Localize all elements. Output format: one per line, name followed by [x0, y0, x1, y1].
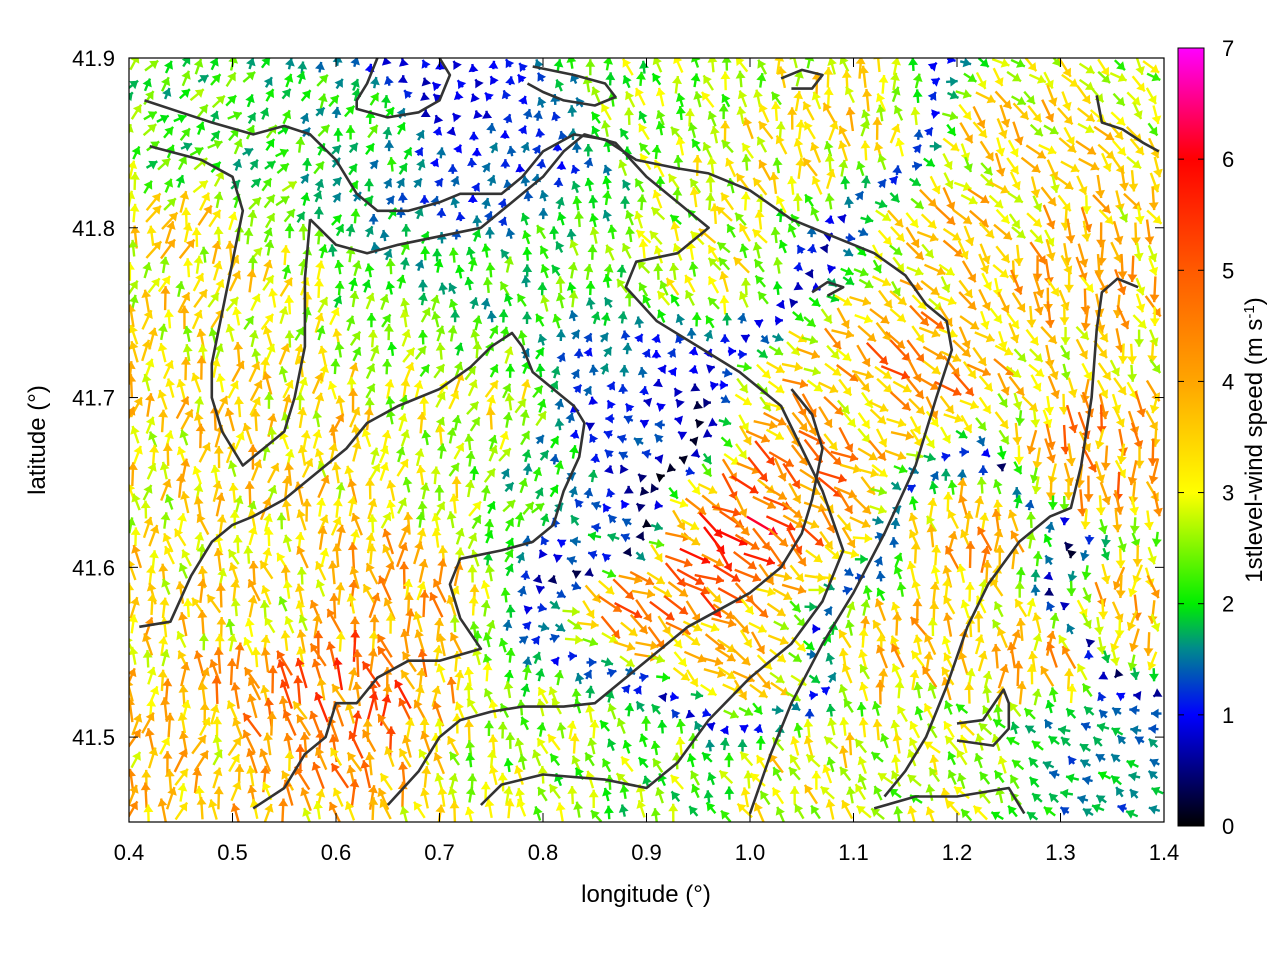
colorbar-tick-label: 7 [1222, 36, 1234, 61]
x-tick-label: 0.6 [321, 840, 352, 865]
y-tick-label: 41.9 [72, 46, 115, 71]
colorbar-tick-label: 4 [1222, 369, 1234, 394]
y-axis-title: latitude (°) [24, 385, 51, 495]
y-tick-label: 41.5 [72, 725, 115, 750]
x-tick-label: 1.3 [1045, 840, 1076, 865]
x-axis-title: longitude (°) [581, 881, 711, 908]
y-tick-label: 41.8 [72, 216, 115, 241]
colorbar-title: 1stlevel-wind speed (m s-1) [1241, 297, 1269, 582]
colorbar-tick-label: 2 [1222, 592, 1234, 617]
x-tick-label: 1.1 [838, 840, 869, 865]
colorbar-title-end: ) [1241, 297, 1268, 305]
y-tick-label: 41.7 [72, 386, 115, 411]
colorbar-title-main: 1stlevel-wind speed (m s [1241, 319, 1268, 583]
colorbar [1178, 48, 1204, 826]
colorbar-tick-label: 0 [1222, 814, 1234, 839]
colorbar-title-superscript: -1 [1241, 305, 1258, 318]
colorbar-tick-label: 3 [1222, 481, 1234, 506]
x-tick-label: 0.5 [217, 840, 248, 865]
colorbar-tick-label: 1 [1222, 703, 1234, 728]
x-tick-label: 0.8 [528, 840, 559, 865]
y-tick-label: 41.6 [72, 555, 115, 580]
colorbar-tick-label: 6 [1222, 147, 1234, 172]
x-tick-label: 1.0 [735, 840, 766, 865]
x-tick-label: 1.2 [942, 840, 973, 865]
colorbar-tick-label: 5 [1222, 258, 1234, 283]
x-tick-label: 0.7 [424, 840, 455, 865]
x-tick-label: 1.4 [1149, 840, 1180, 865]
x-tick-label: 0.9 [631, 840, 662, 865]
x-tick-label: 0.4 [114, 840, 145, 865]
